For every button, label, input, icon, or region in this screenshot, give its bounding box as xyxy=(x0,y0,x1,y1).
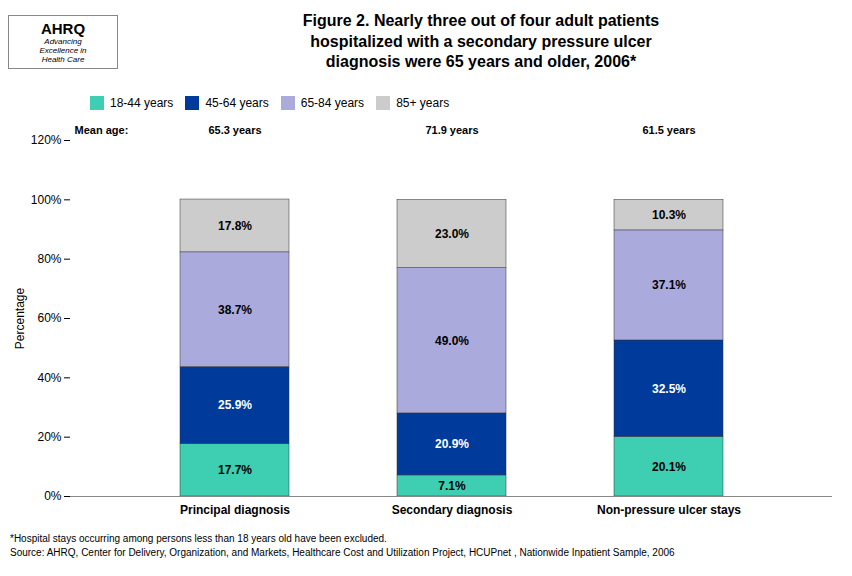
svg-text:49.0%: 49.0% xyxy=(435,334,469,348)
svg-text:Percentage: Percentage xyxy=(13,287,27,349)
svg-text:100%: 100% xyxy=(31,193,62,207)
svg-text:38.7%: 38.7% xyxy=(218,303,252,317)
svg-text:37.1%: 37.1% xyxy=(652,278,686,292)
svg-text:Principal diagnosis: Principal diagnosis xyxy=(180,503,290,517)
svg-text:20%: 20% xyxy=(37,430,61,444)
svg-text:61.5 years: 61.5 years xyxy=(642,124,695,136)
svg-text:60%: 60% xyxy=(37,311,61,325)
html-text:18-44 years: 18-44 years xyxy=(110,95,174,110)
svg-text:23.0%: 23.0% xyxy=(435,227,469,241)
svg-text:Secondary diagnosis: Secondary diagnosis xyxy=(392,503,513,517)
html-text:*Hospital stays occurring amon: *Hospital stays occurring among persons … xyxy=(10,533,387,544)
svg-text:65.3 years: 65.3 years xyxy=(208,124,261,136)
svg-text:71.9 years: 71.9 years xyxy=(425,124,478,136)
html-text:AHRQ: AHRQ xyxy=(40,19,86,37)
html-text:Figure 2. Nearly three out of: Figure 2. Nearly three out of four adult… xyxy=(302,11,660,71)
svg-text:120%: 120% xyxy=(31,133,62,147)
svg-text:10.3%: 10.3% xyxy=(652,208,686,222)
svg-text:80%: 80% xyxy=(37,252,61,266)
svg-text:20.9%: 20.9% xyxy=(435,437,469,451)
svg-text:20.1%: 20.1% xyxy=(652,460,686,474)
svg-text:7.1%: 7.1% xyxy=(438,479,466,493)
html-text:45-64 years: 45-64 years xyxy=(205,95,269,110)
svg-text:40%: 40% xyxy=(37,371,61,385)
html-text:85+ years: 85+ years xyxy=(396,95,450,110)
svg-text:25.9%: 25.9% xyxy=(218,398,252,412)
html-text:65-84 years: 65-84 years xyxy=(300,95,365,110)
svg-text:17.8%: 17.8% xyxy=(218,219,252,233)
svg-text:Mean age:: Mean age: xyxy=(75,124,129,136)
html-text:Source: AHRQ, Center for Deliv: Source: AHRQ, Center for Delivery, Organ… xyxy=(10,546,675,558)
svg-text:32.5%: 32.5% xyxy=(652,382,686,396)
svg-text:17.7%: 17.7% xyxy=(218,463,252,477)
svg-text:0%: 0% xyxy=(44,489,62,503)
html-text:Advancing Excellence in Health: Advancing Excellence in Health Care xyxy=(39,36,87,65)
svg-text:Non-pressure ulcer stays: Non-pressure ulcer stays xyxy=(597,503,741,517)
